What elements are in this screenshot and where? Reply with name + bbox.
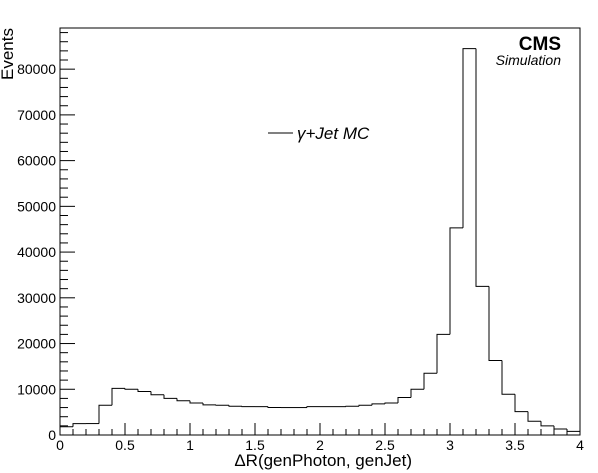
- histogram-bin: [267, 406, 281, 409]
- x-tick-label: 1: [186, 437, 194, 453]
- histogram-bin: [150, 391, 164, 396]
- x-axis: 0 0.5 1 1.5 2 2.5 3 3.5 4: [56, 423, 584, 453]
- histogram-bin: [436, 333, 450, 374]
- histogram-bin: [566, 429, 580, 432]
- legend-label: γ+Jet MC: [297, 124, 370, 143]
- histogram-bin: [384, 402, 398, 404]
- x-axis-title: ΔR(genPhoton, genJet): [234, 451, 412, 470]
- histogram-bin: [163, 394, 177, 399]
- x-tick-label: 2.5: [375, 437, 395, 453]
- y-tick-label: 60000: [17, 153, 56, 169]
- histogram-bin: [527, 411, 541, 422]
- simulation-label: Simulation: [496, 52, 562, 68]
- y-axis-title: Events: [0, 28, 17, 80]
- experiment-label: CMS: [519, 34, 561, 55]
- histogram-bin: [176, 398, 190, 402]
- y-axis: 0 10000 20000 30000 40000 50000 60000 70000 8000…: [17, 32, 75, 443]
- x-tick-label: 0: [56, 437, 64, 453]
- histogram-bin: [59, 426, 73, 435]
- histogram-bin: [397, 397, 411, 403]
- y-tick-label: 0: [48, 427, 56, 443]
- histogram-bin: [72, 423, 86, 427]
- histogram-bin: [449, 227, 463, 335]
- histogram-bin: [98, 404, 112, 424]
- y-tick-label: 40000: [17, 244, 56, 260]
- x-tick-label: 4: [576, 437, 584, 453]
- histogram-bin: [189, 400, 203, 404]
- histogram-bin: [423, 372, 437, 390]
- x-tick-label: 3: [446, 437, 454, 453]
- histogram-bin: [540, 421, 554, 427]
- legend: γ+Jet MC: [268, 124, 370, 143]
- y-tick-label: 80000: [17, 61, 56, 77]
- histogram-bin: [514, 394, 528, 413]
- histogram-bin: [202, 402, 216, 406]
- y-tick-label: 20000: [17, 336, 56, 352]
- histogram-bin: [462, 48, 476, 228]
- histogram-bin: [501, 360, 515, 395]
- x-tick-label: 1.5: [245, 437, 265, 453]
- histogram-bin: [410, 388, 424, 398]
- histogram-bin: [553, 425, 567, 430]
- histogram-bin: [306, 406, 320, 408]
- y-tick-label: 30000: [17, 290, 56, 306]
- y-tick-label: 70000: [17, 107, 56, 123]
- histogram-bin: [124, 388, 138, 390]
- x-tick-label: 2: [316, 437, 324, 453]
- y-tick-label: 10000: [17, 381, 56, 397]
- histogram-bin: [111, 387, 125, 406]
- histogram-bin: [488, 286, 502, 361]
- histogram-bin: [358, 404, 372, 407]
- histogram-bin: [475, 48, 489, 287]
- y-tick-label: 50000: [17, 198, 56, 214]
- histogram-bin: [228, 405, 242, 407]
- histogram-bin: [371, 403, 385, 406]
- x-tick-label: 0.5: [115, 437, 135, 453]
- histogram-bin: [137, 389, 151, 393]
- histogram-series: [59, 48, 581, 435]
- x-tick-label: 3.5: [505, 437, 525, 453]
